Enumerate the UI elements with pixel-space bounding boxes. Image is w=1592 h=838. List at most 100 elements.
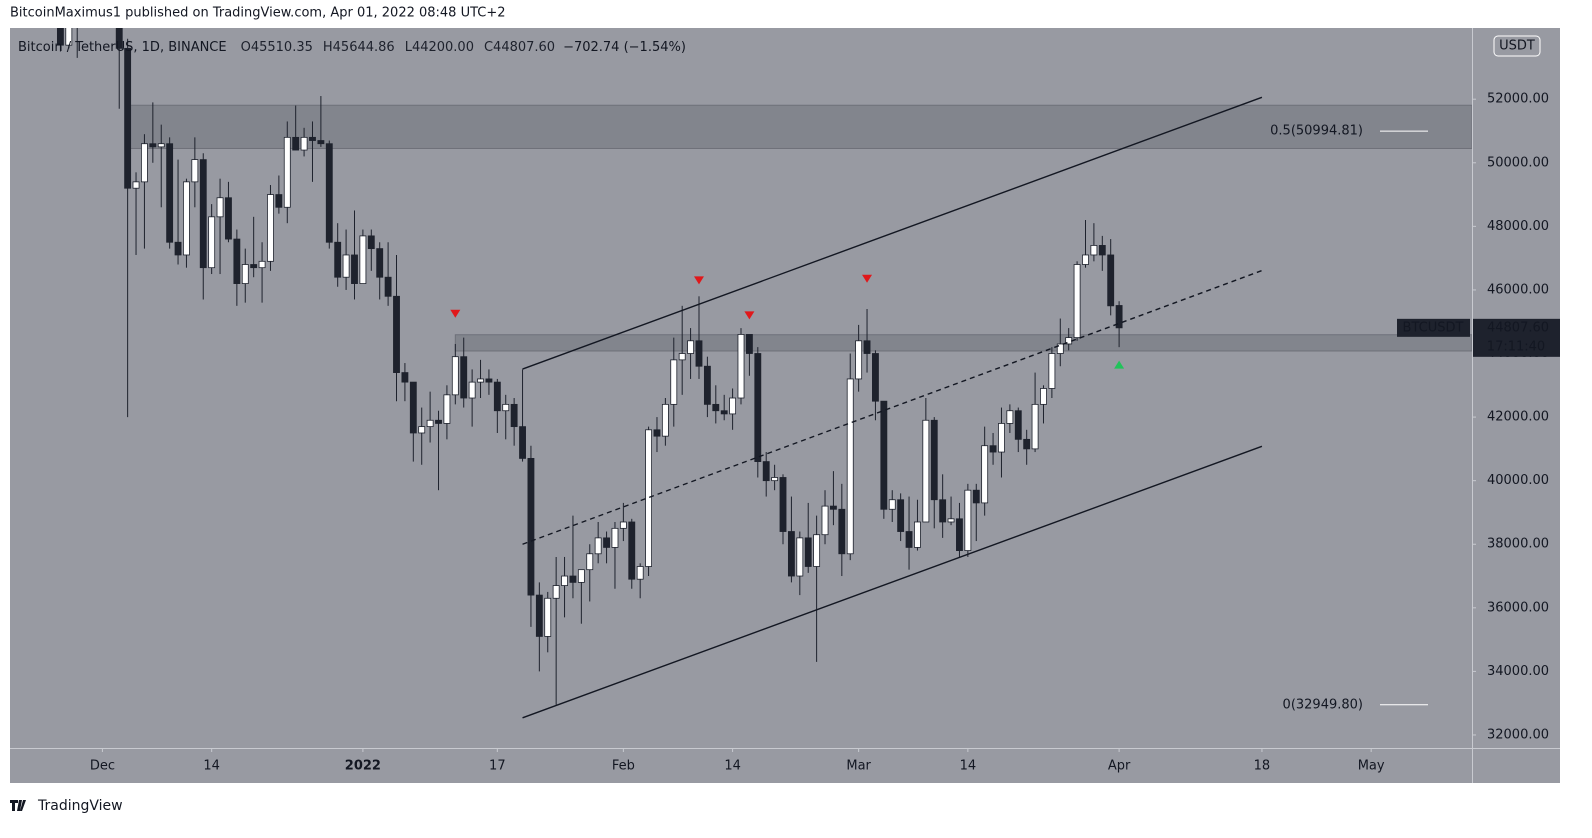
candle-body: [65, 28, 73, 46]
candle-body: [367, 235, 375, 250]
publisher: BitcoinMaximus1 published on TradingView…: [10, 6, 506, 21]
candle-body: [855, 340, 863, 380]
candle-body: [838, 508, 846, 555]
x-tick-label: 14: [724, 759, 741, 774]
y-tick-label: 38000.00: [1487, 537, 1549, 552]
candle-body: [762, 461, 770, 482]
candle-body: [1073, 264, 1081, 339]
y-tick-label: 48000.00: [1487, 219, 1549, 234]
candle-body: [678, 353, 686, 361]
candle-body: [1056, 343, 1064, 354]
candle-body: [552, 585, 560, 599]
candle-body: [451, 356, 459, 396]
candle-body: [477, 378, 484, 383]
candle-body: [636, 566, 644, 580]
candle-body: [645, 429, 652, 567]
candle-body: [569, 575, 577, 583]
y-tick-label: 40000.00: [1487, 473, 1549, 488]
candle-body: [174, 241, 182, 256]
candle-body: [485, 378, 493, 383]
candle-body: [409, 381, 417, 434]
footer-logo: [10, 800, 26, 811]
candle-body: [1107, 254, 1115, 307]
candle-body: [376, 248, 384, 278]
candle-body: [670, 359, 678, 405]
candle-body: [250, 264, 258, 269]
candle-body: [317, 140, 325, 145]
legend-value: 44807.60: [493, 40, 555, 55]
candle-body: [1090, 245, 1098, 256]
currency: USDT: [1499, 39, 1535, 54]
candle-body: [653, 429, 661, 437]
candle-body: [443, 394, 451, 424]
candle-body: [510, 403, 518, 428]
candle-body: [897, 499, 905, 532]
candle-body: [703, 365, 711, 405]
x-tick-label: Apr: [1108, 759, 1131, 774]
x-tick-label: 14: [960, 759, 977, 774]
candle-body: [754, 353, 762, 462]
candle-body: [905, 531, 913, 548]
candle-body: [225, 197, 232, 240]
candle-body: [460, 356, 468, 399]
legend-value: 45644.86: [333, 40, 395, 55]
candle-body: [519, 426, 526, 459]
marker: [862, 274, 873, 283]
candle-body: [216, 197, 224, 218]
candle-body: [401, 372, 409, 383]
candle-body: [325, 143, 333, 243]
candle-body: [863, 340, 871, 354]
candle-body: [183, 181, 190, 256]
legend-value: 44200.00: [412, 40, 474, 55]
zone: [127, 104, 1472, 149]
legend-line: Bitcoin / TetherUS, 1D, BINANCE O45510.35…: [18, 40, 686, 55]
candle-body: [191, 159, 199, 183]
candle-body: [594, 537, 602, 555]
fib-label: 0.5(50994.81): [1270, 124, 1363, 139]
candle-body: [1006, 410, 1014, 424]
candle-body: [56, 28, 64, 46]
trend-line: [522, 445, 1263, 719]
x-tick-label: Mar: [846, 759, 871, 774]
candle-body: [149, 143, 157, 148]
candle-body: [914, 521, 921, 548]
x-tick-label: 14: [203, 759, 220, 774]
candle-body: [426, 419, 434, 428]
change: −702.74 (−1.54%): [563, 40, 686, 55]
candle-body: [922, 419, 930, 523]
candle-body: [619, 521, 627, 529]
candle-body: [796, 537, 804, 577]
candle-body: [1040, 388, 1047, 405]
candle-body: [1098, 245, 1106, 256]
candle-body: [393, 295, 400, 373]
y-tick-label: 46000.00: [1487, 282, 1549, 297]
candle-body: [309, 136, 316, 141]
candle-body: [157, 143, 165, 148]
zone: [454, 334, 1472, 352]
marker: [1114, 360, 1125, 369]
candle-body: [1048, 353, 1056, 389]
candle-body: [241, 264, 249, 284]
candle-body: [1082, 254, 1089, 265]
candle-body: [334, 241, 342, 278]
candle-body: [208, 216, 216, 269]
candle-body: [1115, 305, 1123, 329]
candle-body: [561, 575, 568, 586]
title: Bitcoin / TetherUS, 1D, BINANCE: [18, 40, 227, 55]
y-tick-label: 32000.00: [1487, 727, 1549, 742]
marker: [450, 309, 461, 318]
price-label: 44807.60: [1487, 320, 1549, 335]
candle-body: [729, 397, 737, 415]
symbol-box: [1397, 318, 1470, 337]
candle-body: [1031, 403, 1039, 450]
x-tick-label: May: [1358, 759, 1385, 774]
candle-body: [535, 594, 543, 637]
candle-body: [846, 378, 854, 555]
y-tick-label: 52000.00: [1487, 92, 1549, 107]
candle-body: [1014, 410, 1022, 440]
y-tick-label: 36000.00: [1487, 600, 1549, 615]
candle-body: [712, 403, 720, 412]
candle-body: [577, 569, 585, 583]
x-tick-label: 17: [489, 759, 506, 774]
